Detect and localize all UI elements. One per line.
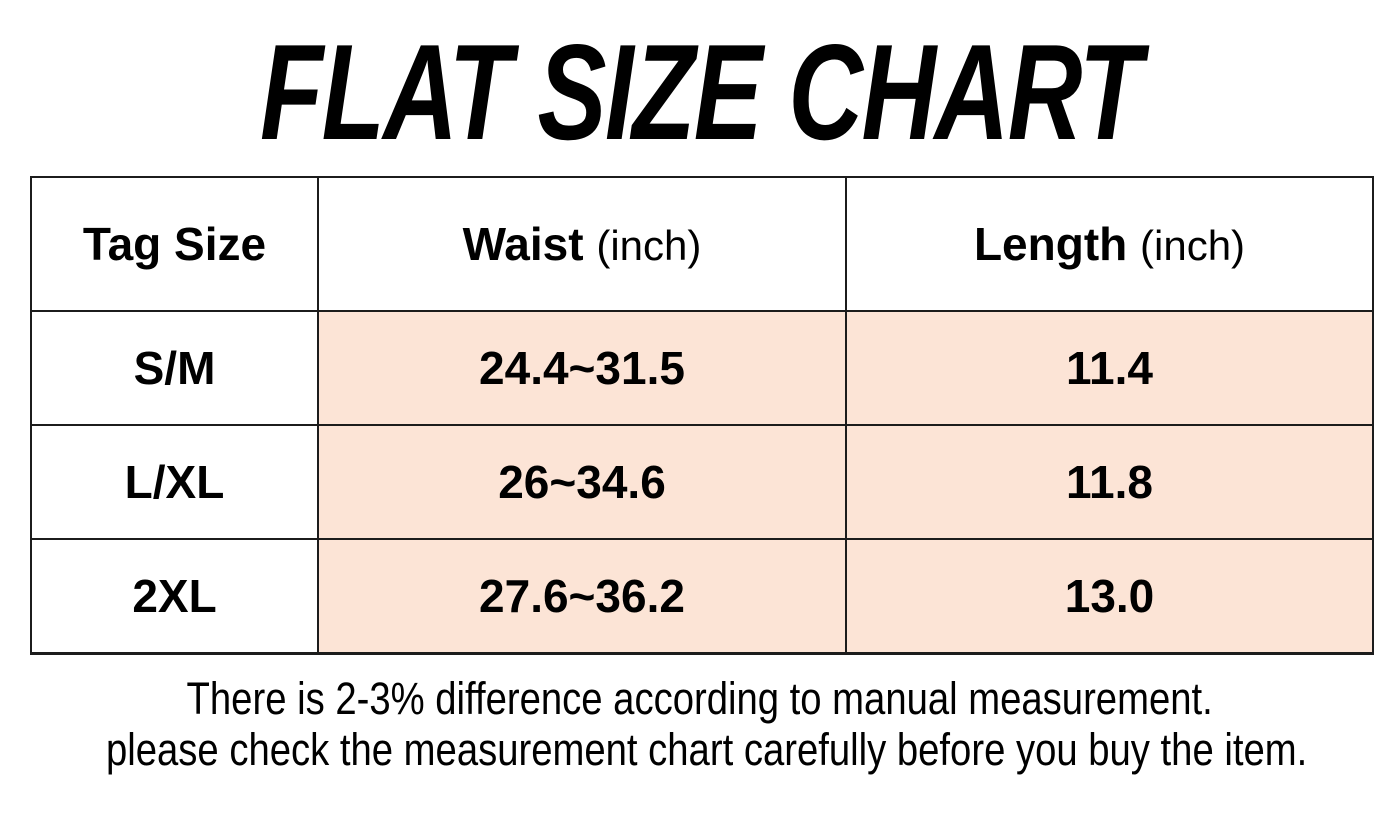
footer-line-1-text: There is 2-3% difference according to ma… xyxy=(186,672,1214,724)
cell-length-lxl: 11.8 xyxy=(845,424,1374,540)
cell-tag-size-sm: S/M xyxy=(30,310,319,426)
footer-line-2-text: please check the measurement chart caref… xyxy=(105,723,1308,775)
header-length-label: Length xyxy=(973,218,1128,270)
header-waist-unit: (inch) xyxy=(596,222,702,269)
cell-tag-size-2xl: 2XL xyxy=(30,538,319,655)
cell-waist-2xl: 27.6~36.2 xyxy=(317,538,847,655)
header-length-unit: (inch) xyxy=(1140,222,1246,269)
footer-line-1: There is 2-3% difference according to ma… xyxy=(0,673,1400,724)
header-cell-waist: Waist (inch) xyxy=(317,176,847,312)
cell-waist-sm: 24.4~31.5 xyxy=(317,310,847,426)
size-chart-table: Tag Size Waist (inch) Length (inch) S/M … xyxy=(30,176,1374,655)
footer-note: There is 2-3% difference according to ma… xyxy=(0,673,1400,776)
cell-length-sm: 11.4 xyxy=(845,310,1374,426)
footer-line-2: please check the measurement chart caref… xyxy=(0,724,1400,775)
cell-length-2xl: 13.0 xyxy=(845,538,1374,655)
header-row: Tag Size Waist (inch) Length (inch) xyxy=(30,176,1374,312)
table-row-sm: S/M 24.4~31.5 11.4 xyxy=(30,310,1374,426)
page-title-text: FLAT SIZE CHART xyxy=(259,16,1142,168)
header-waist-label: Waist xyxy=(462,218,584,270)
table-row-lxl: L/XL 26~34.6 11.8 xyxy=(30,424,1374,540)
table-row-2xl: 2XL 27.6~36.2 13.0 xyxy=(30,538,1374,655)
header-cell-length: Length (inch) xyxy=(845,176,1374,312)
header-cell-tag-size: Tag Size xyxy=(30,176,319,312)
page-title: FLAT SIZE CHART xyxy=(0,24,1400,160)
cell-waist-lxl: 26~34.6 xyxy=(317,424,847,540)
header-tag-size-label: Tag Size xyxy=(82,218,267,270)
cell-tag-size-lxl: L/XL xyxy=(30,424,319,540)
